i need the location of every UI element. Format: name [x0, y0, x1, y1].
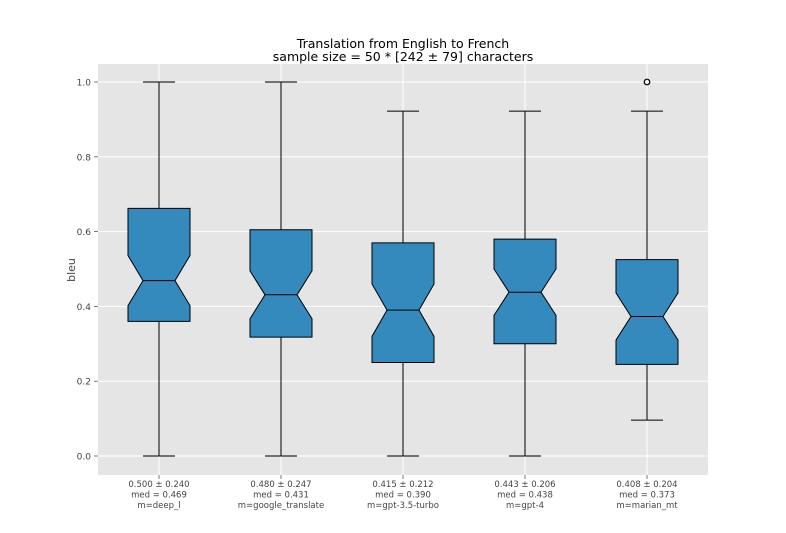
boxes [127, 78, 679, 457]
x-tick-label: med = 0.390 [375, 491, 431, 501]
y-tick-label: 1.0 [77, 79, 92, 89]
y-tick-label: 0.8 [77, 153, 92, 163]
y-tick-label: 0.2 [77, 378, 91, 388]
x-tick-label: m=google_translate [238, 501, 324, 511]
box-3 [493, 110, 557, 457]
notched-box [249, 229, 313, 338]
x-tick-label: 0.415 ± 0.212 [372, 480, 433, 490]
y-axis-label: bleu [65, 258, 78, 282]
notched-box [371, 242, 435, 363]
box-1 [249, 81, 313, 457]
x-tick-label: 0.443 ± 0.206 [494, 480, 555, 490]
x-tick-label: m=deep_l [137, 501, 180, 511]
y-tick-label: 0.6 [77, 228, 92, 238]
x-tick-label: 0.500 ± 0.240 [128, 480, 189, 490]
notched-box [615, 259, 679, 365]
y-tick-label: 0.0 [77, 453, 92, 463]
chart-subtitle: sample size = 50 * [242 ± 79] characters [273, 49, 533, 64]
x-tick-label: 0.408 ± 0.204 [616, 480, 677, 490]
outlier-point [643, 78, 651, 86]
x-tick-label: med = 0.438 [497, 491, 553, 501]
box-4 [615, 78, 679, 421]
box-0 [127, 81, 191, 457]
x-tick-label: med = 0.373 [619, 491, 675, 501]
x-tick-label: m=marian_mt [616, 501, 678, 511]
notched-box [127, 207, 191, 322]
x-tick-label: m=gpt-3.5-turbo [367, 501, 439, 511]
y-tick-label: 0.4 [77, 303, 92, 313]
box-2 [371, 110, 435, 457]
x-tick-label: med = 0.469 [131, 491, 187, 501]
x-tick-label: med = 0.431 [253, 491, 309, 501]
x-tick-label: m=gpt-4 [506, 501, 544, 511]
x-tick-label: 0.480 ± 0.247 [250, 480, 311, 490]
notched-box [493, 238, 557, 345]
chart-title: Translation from English to French [296, 36, 509, 51]
y-ticks: 0.0 0.2 0.4 0.6 0.8 1.0 [77, 79, 98, 463]
